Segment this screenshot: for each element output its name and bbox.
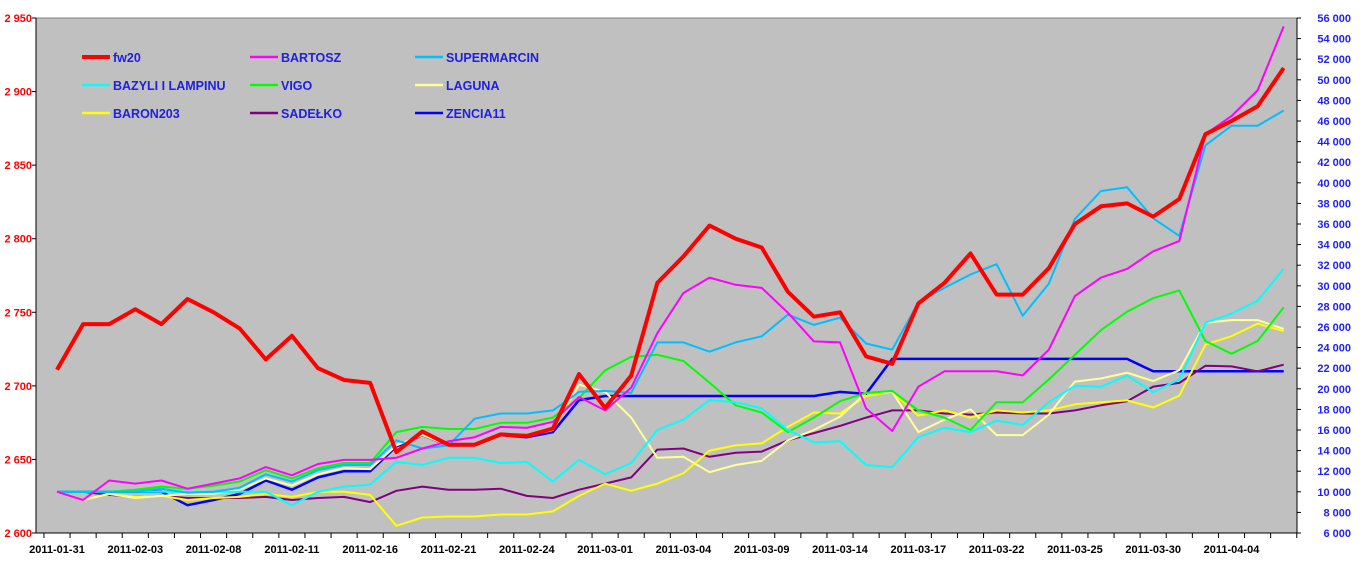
right-tick-label: 54 000 (1317, 34, 1351, 46)
right-tick-label: 56 000 (1317, 13, 1351, 25)
legend-label: BARON203 (113, 107, 180, 121)
right-tick-label: 30 000 (1317, 281, 1351, 293)
series-line-zencia11 (57, 357, 1284, 507)
left-tick-label: 2 650 (4, 454, 32, 466)
x-tick-label: 2011-01-31 (29, 544, 85, 556)
x-tick-label: 2011-02-03 (107, 544, 163, 556)
right-tick-label: 16 000 (1317, 425, 1351, 437)
series-line-sade-ko (57, 363, 1284, 504)
legend-item: BAZYLI I LAMPINU (82, 79, 226, 93)
legend-label: SADEŁKO (281, 107, 342, 121)
right-tick-label: 38 000 (1317, 198, 1351, 210)
series-line-baron203 (56, 322, 1284, 527)
right-tick-label: 40 000 (1317, 178, 1351, 190)
x-tick-label: 2011-03-30 (1125, 544, 1181, 556)
series-line-supermarcin (57, 109, 1285, 494)
legend-item: ZENCIA11 (415, 107, 506, 121)
x-tick-label: 2011-03-14 (812, 544, 869, 556)
left-tick-label: 2 600 (4, 528, 32, 540)
right-tick-label: 20 000 (1317, 384, 1351, 396)
right-tick-label: 8 000 (1323, 507, 1351, 519)
legend-label: VIGO (281, 79, 313, 93)
x-tick-label: 2011-04-04 (1204, 544, 1261, 556)
x-tick-label: 2011-02-08 (186, 544, 242, 556)
legend-item: VIGO (250, 79, 313, 93)
right-tick-label: 18 000 (1317, 404, 1351, 416)
right-tick-label: 24 000 (1317, 343, 1351, 355)
x-tick-label: 2011-02-11 (264, 544, 319, 556)
right-tick-label: 44 000 (1317, 137, 1351, 149)
legend-label: BAZYLI I LAMPINU (113, 79, 226, 93)
legend-label: LAGUNA (446, 79, 499, 93)
legend-item: LAGUNA (415, 79, 499, 93)
right-tick-label: 52 000 (1317, 54, 1351, 66)
left-tick-label: 2 850 (4, 160, 32, 172)
x-tick-label: 2011-03-17 (890, 544, 946, 556)
right-tick-label: 36 000 (1317, 219, 1351, 231)
legend-label: fw20 (113, 51, 141, 65)
right-tick-label: 12 000 (1317, 466, 1351, 478)
right-tick-label: 14 000 (1317, 446, 1351, 458)
series-line-laguna (56, 319, 1285, 501)
right-tick-label: 34 000 (1317, 240, 1351, 252)
series-line-vigo (57, 289, 1285, 493)
right-tick-label: 48 000 (1317, 95, 1351, 107)
left-tick-label: 2 800 (4, 234, 32, 246)
legend-item: BARON203 (82, 107, 180, 121)
x-tick-label: 2011-02-24 (499, 544, 556, 556)
x-tick-label: 2011-03-01 (577, 544, 633, 556)
left-tick-label: 2 950 (4, 13, 32, 25)
series-line-fw20 (55, 66, 1286, 455)
right-tick-label: 46 000 (1317, 116, 1351, 128)
series-line-bazyli-i-lampinu (57, 268, 1285, 507)
legend-label: BARTOSZ (281, 51, 342, 65)
right-tick-label: 50 000 (1317, 75, 1351, 87)
x-tick-label: 2011-02-21 (421, 544, 477, 556)
right-tick-label: 28 000 (1317, 301, 1351, 313)
right-tick-label: 42 000 (1317, 157, 1351, 169)
right-tick-label: 6 000 (1323, 528, 1351, 540)
x-tick-label: 2011-03-25 (1047, 544, 1103, 556)
x-tick-label: 2011-03-09 (734, 544, 790, 556)
left-tick-label: 2 750 (4, 307, 32, 319)
right-tick-label: 32 000 (1317, 260, 1351, 272)
legend-item: SADEŁKO (250, 107, 342, 121)
right-tick-label: 26 000 (1317, 322, 1351, 334)
legend-item: SUPERMARCIN (415, 51, 539, 65)
legend-label: SUPERMARCIN (446, 51, 539, 65)
series-line-bartosz (56, 26, 1285, 501)
left-tick-label: 2 900 (4, 87, 32, 99)
left-tick-label: 2 700 (4, 381, 32, 393)
right-tick-label: 10 000 (1317, 487, 1351, 499)
legend-item: fw20 (82, 51, 141, 65)
x-tick-label: 2011-03-04 (656, 544, 713, 556)
x-tick-label: 2011-02-16 (342, 544, 398, 556)
legend-label: ZENCIA11 (446, 107, 506, 121)
legend-item: BARTOSZ (250, 51, 342, 65)
right-tick-label: 22 000 (1317, 363, 1351, 375)
x-tick-label: 2011-03-22 (969, 544, 1025, 556)
